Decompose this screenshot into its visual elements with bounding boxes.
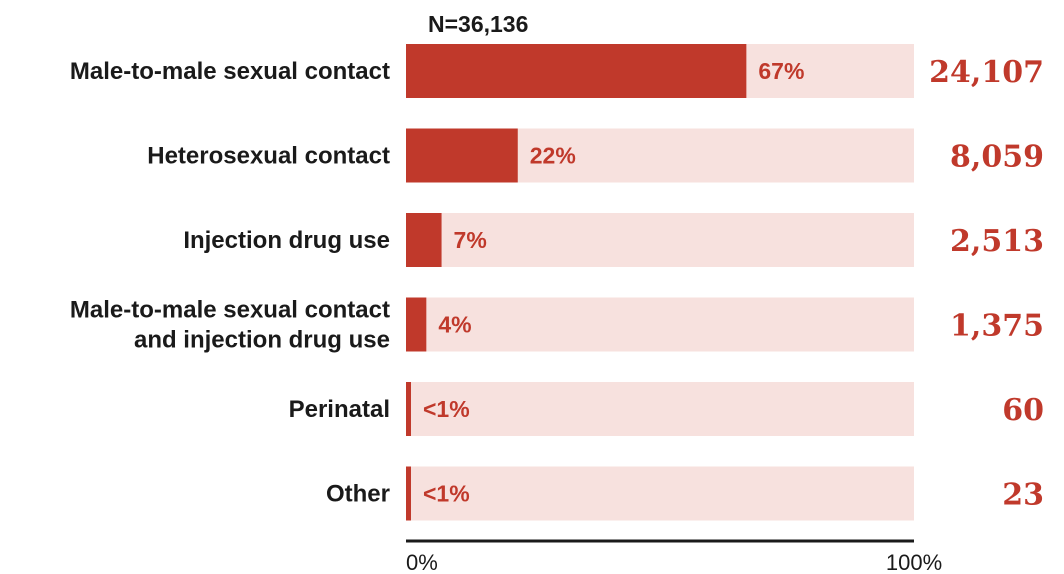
value-label-5: <1% [423,481,470,507]
total-n-label: N=36,136 [428,11,528,37]
category-label-2: Injection drug use [183,227,390,254]
category-label-line-4-0: Perinatal [289,396,390,423]
count-label-1: 8,059 [950,140,1044,175]
bar-rows: Male-to-male sexual contact 67% 24,107 Hete… [70,44,1044,521]
count-label-5: 23 [1002,478,1044,513]
bar-row-4: Perinatal <1% 60 [289,382,1044,436]
bar-row-1: Heterosexual contact 22% 8,059 [147,128,1044,183]
category-label-line-3-1: and injection drug use [134,327,390,354]
count-label-4: 60 [1002,393,1044,428]
category-label-line-2-0: Injection drug use [183,227,390,254]
bar-1 [406,128,518,183]
category-label-0: Male-to-male sexual contact [70,58,390,85]
value-label-1: 22% [530,143,576,169]
bar-3 [406,297,427,352]
bar-2 [406,213,442,267]
bar-track-5 [406,466,914,521]
bar-0 [406,44,747,98]
category-label-4: Perinatal [289,396,390,423]
bar-row-2: Injection drug use 7% 2,513 [183,213,1044,267]
bar-track-4 [406,382,914,436]
category-label-line-5-0: Other [326,481,390,508]
bar-5 [406,466,411,521]
x-tick-label-100: 100% [886,550,942,574]
category-label-line-1-0: Heterosexual contact [147,143,390,170]
bar-row-5: Other <1% 23 [326,466,1044,521]
value-label-2: 7% [454,227,487,253]
category-label-line-0-0: Male-to-male sexual contact [70,58,390,85]
count-label-2: 2,513 [950,224,1044,259]
bar-row-0: Male-to-male sexual contact 67% 24,107 [70,44,1044,98]
bar-track-2 [406,213,914,267]
category-label-5: Other [326,481,390,508]
bar-row-3: Male-to-male sexual contact and injection… [70,297,1044,354]
x-tick-label-0: 0% [406,550,438,574]
value-label-3: 4% [438,312,471,338]
bar-4 [406,382,411,436]
count-label-0: 24,107 [929,55,1044,90]
bar-track-3 [406,297,914,352]
category-label-line-3-0: Male-to-male sexual contact [70,297,390,324]
value-label-0: 67% [758,58,804,84]
category-label-1: Heterosexual contact [147,143,390,170]
value-label-4: <1% [423,396,470,422]
count-label-3: 1,375 [950,309,1044,344]
category-label-3: Male-to-male sexual contact and injection… [70,297,390,354]
